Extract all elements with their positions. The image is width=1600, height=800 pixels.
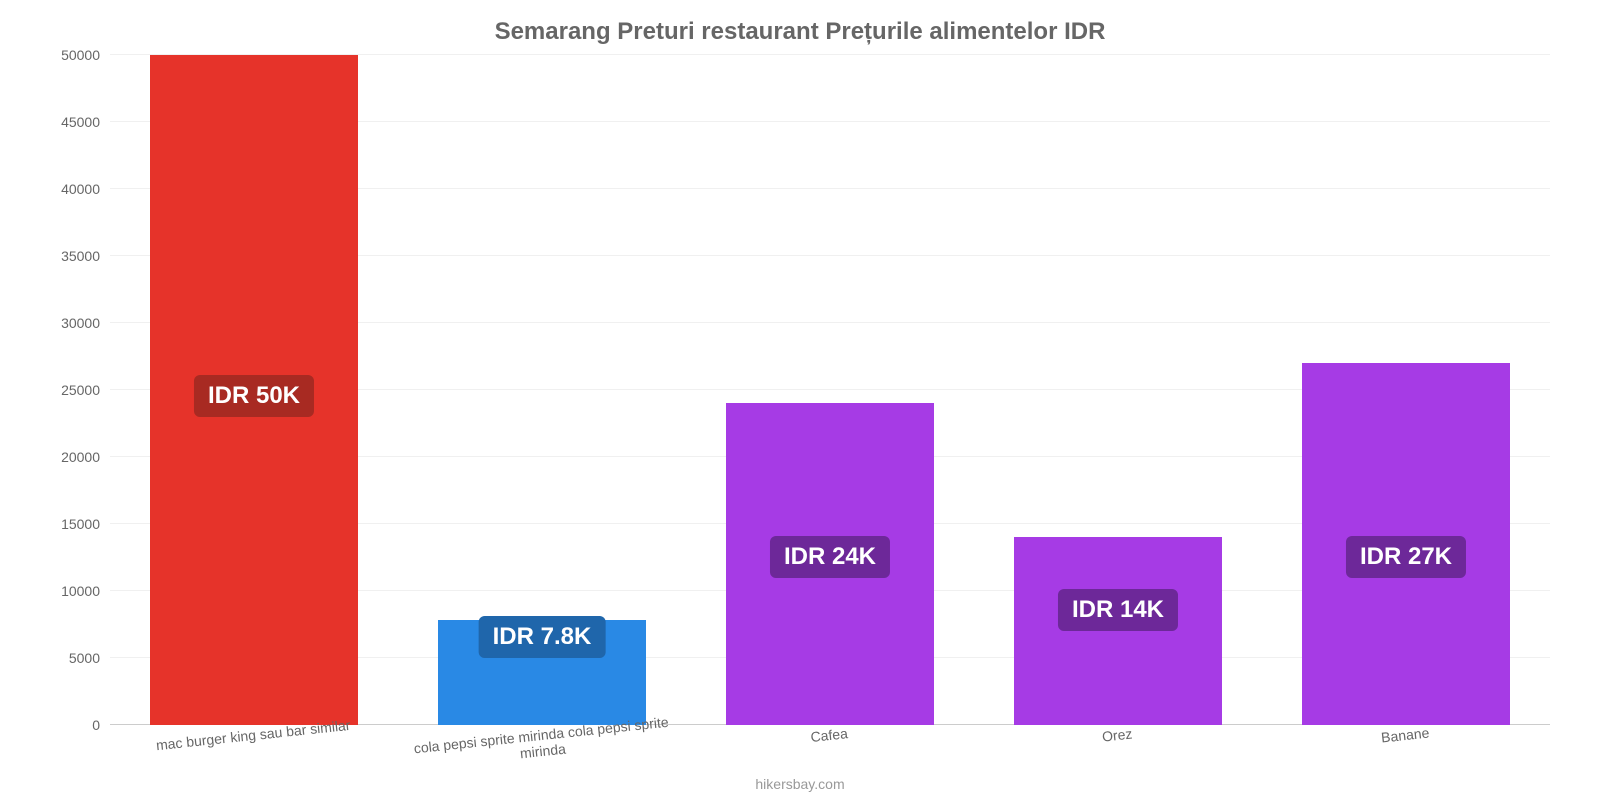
bar-slot: IDR 50K [110,55,398,725]
bar: IDR 27K [1302,363,1509,725]
value-badge: IDR 27K [1346,536,1466,578]
bar-slot: IDR 24K [686,55,974,725]
bar: IDR 24K [726,403,933,725]
y-tick-label: 35000 [61,248,110,264]
bar-slot: IDR 27K [1262,55,1550,725]
y-tick-label: 50000 [61,47,110,63]
bars-container: IDR 50K IDR 7.8K IDR 24K IDR 14K IDR 27K [110,55,1550,725]
y-tick-label: 0 [92,717,110,733]
x-axis-labels: mac burger king sau bar similarcola peps… [110,727,1550,759]
bar: IDR 50K [150,55,357,725]
bar-slot: IDR 14K [974,55,1262,725]
plot-area: 0500010000150002000025000300003500040000… [110,55,1550,725]
y-tick-label: 30000 [61,315,110,331]
y-tick-label: 10000 [61,583,110,599]
value-badge: IDR 14K [1058,589,1178,631]
value-badge: IDR 7.8K [479,616,606,658]
y-tick-label: 20000 [61,449,110,465]
bar: IDR 14K [1014,537,1221,725]
bar: IDR 7.8K [438,620,645,725]
attribution-text: hikersbay.com [0,776,1600,792]
y-tick-label: 25000 [61,382,110,398]
bar-slot: IDR 7.8K [398,55,686,725]
y-tick-label: 45000 [61,114,110,130]
chart-title: Semarang Preturi restaurant Prețurile al… [0,0,1600,46]
y-tick-label: 40000 [61,181,110,197]
value-badge: IDR 50K [194,375,314,417]
value-badge: IDR 24K [770,536,890,578]
y-tick-label: 15000 [61,516,110,532]
y-tick-label: 5000 [69,650,110,666]
